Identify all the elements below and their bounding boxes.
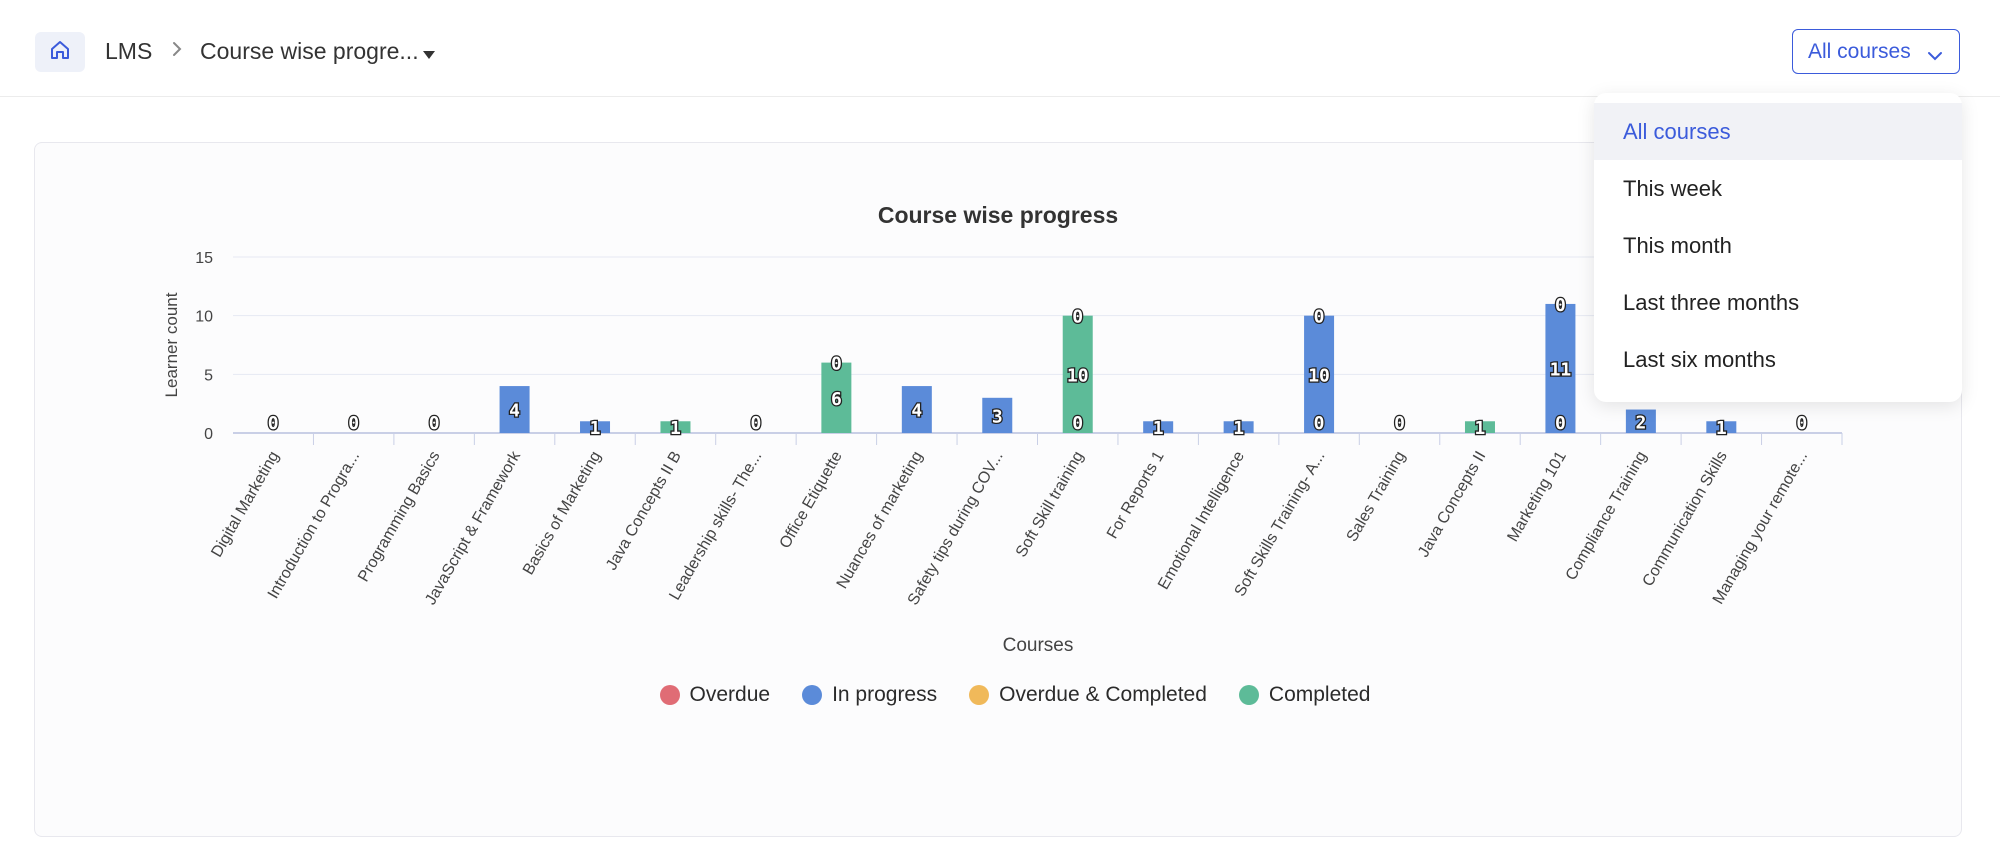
data-label: 2 [1635,412,1646,433]
y-tick-label: 10 [195,309,213,326]
data-label: 3 [992,406,1003,427]
data-label: 0 [1555,295,1566,316]
bar-completed [660,421,691,433]
data-label: 4 [509,401,520,422]
x-tick-label: Basics of Marketing [520,449,605,578]
bar-in-progress [1625,409,1656,433]
data-label: 1 [1233,418,1244,439]
time-filter-select[interactable]: All courses [1792,29,1960,74]
bar-in-progress [1706,421,1737,433]
legend-item-overdue[interactable]: Overdue [659,683,771,707]
bar-in-progress [499,386,530,433]
data-label: 10 [1308,365,1330,386]
legend-dot-overdue [659,685,680,705]
time-filter-value: All courses [1808,39,1911,63]
x-tick-label: Sales Training [1344,449,1409,545]
x-axis-label: Courses [1003,635,1074,656]
data-label: 1 [1153,418,1164,439]
legend-label: Overdue & Completed [999,683,1207,706]
x-tick-label: JavaScript & Framework [422,448,524,608]
x-tick-label: Programming Basics [355,449,444,585]
legend-label: Completed [1268,683,1371,706]
data-label: 1 [590,418,601,439]
data-label: 0 [1072,413,1083,434]
y-tick-label: 0 [204,426,213,443]
x-tick-label: Managing your remote... [1710,449,1811,608]
legend-label: Overdue [689,683,771,706]
x-tick-label: Communication Skills [1640,449,1731,590]
data-label: 1 [1475,418,1486,439]
legend-item-overdue-completed[interactable]: Overdue & Completed [969,683,1207,707]
y-axis-label: Learner count [162,292,181,397]
data-label: 0 [1555,413,1566,434]
legend-item-completed[interactable]: Completed [1238,683,1371,707]
legend-dot-completed [1238,685,1259,705]
legend-dot-in-progress [802,685,823,705]
caret-down-icon[interactable] [422,47,436,65]
x-tick-label: Compliance Training [1563,449,1651,584]
x-tick-label: Introduction to Progra... [265,449,363,602]
data-label: 4 [911,401,922,422]
x-tick-label: Emotional Intelligence [1155,448,1248,592]
data-label: 0 [751,413,762,434]
data-label: 0 [1314,307,1325,328]
bar-completed [1464,421,1495,433]
bar-in-progress [901,386,932,433]
data-label: 0 [1314,413,1325,434]
data-label: 0 [268,413,279,434]
data-label: 0 [1796,413,1807,434]
x-tick-label: Digital Marketing [208,449,282,561]
data-label: 0 [831,354,842,375]
bar-in-progress [1545,303,1576,433]
data-label: 11 [1550,359,1572,380]
menu-item-this-week[interactable]: This week [1623,176,1723,201]
breadcrumb-current[interactable]: Course wise progre... [200,38,419,64]
menu-item-last-six-months[interactable]: Last six months [1623,347,1776,372]
legend-label: In progress [832,683,938,706]
chart-legend: Overdue In progress Overdue & Completed … [0,683,2000,707]
chevron-right-icon [170,40,184,63]
x-tick-label: Marketing 101 [1504,448,1569,544]
home-button[interactable] [35,32,85,72]
legend-item-in-progress[interactable]: In progress [802,683,937,707]
data-label: 10 [1067,365,1089,386]
bar-in-progress [580,421,611,433]
menu-item-last-three-months[interactable]: Last three months [1623,290,1800,315]
top-bar: LMS Course wise progre... All courses [0,0,2000,97]
data-label: 1 [670,418,681,439]
breadcrumb-lms[interactable]: LMS [105,38,153,64]
y-tick-label: 5 [204,367,213,384]
data-label: 0 [1394,413,1405,434]
data-label: 0 [348,413,359,434]
x-tick-label: Leadership skills- The... [666,449,765,604]
chart-title: Course wise progress [878,202,1118,228]
data-label: 6 [831,389,842,410]
chevron-down-icon [1927,44,1943,68]
x-tick-label: Office Etiquette [777,448,846,551]
data-label: 0 [429,413,440,434]
x-tick-label: Java Concepts II [1415,449,1489,561]
bar-in-progress [1143,421,1174,433]
menu-item-this-month[interactable]: This month [1623,233,1732,258]
bar-completed [821,362,852,433]
bar-in-progress [1304,315,1335,433]
x-tick-label: Java Concepts II B [603,449,685,574]
legend-dot-overdue-completed [969,685,990,705]
bar-in-progress [1223,421,1254,433]
data-label: 0 [1072,307,1083,328]
x-tick-label: Soft Skills Training- A... [1232,449,1329,600]
data-label: 1 [1716,418,1727,439]
menu-item-all-courses[interactable]: All courses [1594,103,1962,160]
bar-completed [1062,315,1093,433]
x-tick-label: Safety tips during COV... [905,449,1007,609]
time-filter-menu: All courses This week This month Last th… [1594,93,1962,402]
y-tick-label: 15 [195,250,213,267]
x-tick-label: Soft Skill training [1013,449,1087,561]
bar-in-progress [982,397,1013,433]
x-tick-label: Nuances of marketing [834,449,927,592]
home-icon [49,39,71,66]
x-tick-label: For Reports 1 [1104,448,1168,541]
